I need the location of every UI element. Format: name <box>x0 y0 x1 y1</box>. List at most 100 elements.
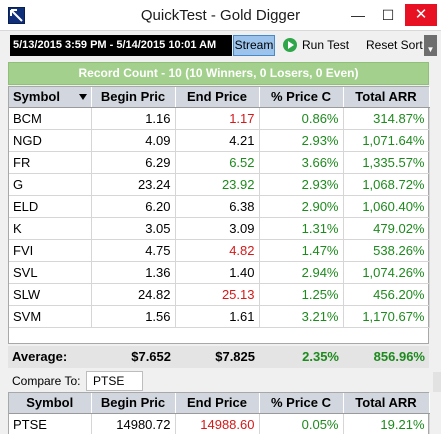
symbol-cell: SVM <box>9 305 92 328</box>
play-icon <box>283 38 297 52</box>
close-button[interactable]: ✕ <box>405 4 437 26</box>
benchmark-header-end-price[interactable]: End Price <box>175 393 260 414</box>
minimize-button[interactable]: — <box>351 7 365 23</box>
symbol-cell: ELD <box>9 195 92 218</box>
end-price-cell: 4.82 <box>175 239 260 262</box>
toolbar: 5/13/2015 3:59 PM - 5/14/2015 10:01 AM S… <box>0 31 441 59</box>
window-title: QuickTest - Gold Digger <box>140 7 301 24</box>
total-arr-cell: 1,074.26% <box>343 261 430 284</box>
results-table: Symbol Begin Pric End Price % Price C To… <box>9 87 430 328</box>
total-arr-cell: 479.02% <box>343 217 430 240</box>
compare-label: Compare To: <box>12 374 81 388</box>
average-total-arr: 856.96% <box>373 349 425 364</box>
begin-price-cell: 1.36 <box>91 261 176 284</box>
total-arr-cell: 1,068.72% <box>343 173 430 196</box>
end-price-cell: 3.09 <box>175 217 260 240</box>
benchmark-symbol: PTSE <box>9 413 92 434</box>
symbol-cell: FR <box>9 151 92 174</box>
table-row[interactable]: FVI 4.75 4.82 1.47% 538.26% <box>9 239 430 262</box>
end-price-cell: 25.13 <box>175 283 260 306</box>
sort-descending-icon[interactable] <box>78 94 87 100</box>
begin-price-cell: 1.56 <box>91 305 176 328</box>
pct-change-cell: 3.66% <box>259 151 344 174</box>
total-arr-cell: 538.26% <box>343 239 430 262</box>
reset-sort-button[interactable]: Reset Sort <box>366 38 423 52</box>
pct-change-cell: 2.93% <box>259 129 344 152</box>
date-range-selector[interactable]: 5/13/2015 3:59 PM - 5/14/2015 10:01 AM <box>10 35 232 56</box>
average-label: Average: <box>12 349 68 364</box>
run-test-label: Run Test <box>302 38 350 52</box>
toolbar-overflow-button[interactable]: ▼ <box>424 35 437 56</box>
column-header-total-arr[interactable]: Total ARR <box>343 87 430 108</box>
table-row[interactable]: FR 6.29 6.52 3.66% 1,335.57% <box>9 151 430 174</box>
header-row: Symbol Begin Pric End Price % Price C To… <box>9 87 430 108</box>
app-logo-icon <box>8 7 25 24</box>
symbol-cell: FVI <box>9 239 92 262</box>
total-arr-cell: 314.87% <box>343 107 430 130</box>
begin-price-cell: 1.16 <box>91 107 176 130</box>
total-arr-cell: 1,060.40% <box>343 195 430 218</box>
end-price-cell: 1.40 <box>175 261 260 284</box>
column-header-begin-price[interactable]: Begin Pric <box>91 87 176 108</box>
table-row[interactable]: BCM 1.16 1.17 0.86% 314.87% <box>9 107 430 130</box>
stream-button[interactable]: Stream <box>233 35 275 56</box>
begin-price-cell: 3.05 <box>91 217 176 240</box>
end-price-cell: 23.92 <box>175 173 260 196</box>
column-header-symbol-label: Symbol <box>13 89 60 105</box>
table-row[interactable]: SVM 1.56 1.61 3.21% 1,170.67% <box>9 305 430 328</box>
benchmark-grid: Symbol Begin Pric End Price % Price C To… <box>8 392 430 434</box>
symbol-cell: BCM <box>9 107 92 130</box>
begin-price-cell: 23.24 <box>91 173 176 196</box>
benchmark-header-row: Symbol Begin Pric End Price % Price C To… <box>9 393 430 414</box>
benchmark-header-total-arr[interactable]: Total ARR <box>343 393 430 414</box>
benchmark-pct-change: 0.05% <box>259 413 344 434</box>
compare-row: Compare To: <box>8 370 429 392</box>
begin-price-cell: 24.82 <box>91 283 176 306</box>
average-begin-price: $7.652 <box>131 349 171 364</box>
pct-change-cell: 2.94% <box>259 261 344 284</box>
begin-price-cell: 4.75 <box>91 239 176 262</box>
average-pct-change: 2.35% <box>302 349 339 364</box>
benchmark-row[interactable]: PTSE 14980.72 14988.60 0.05% 19.21% <box>9 413 430 434</box>
benchmark-end-price: 14988.60 <box>175 413 260 434</box>
pct-change-cell: 2.90% <box>259 195 344 218</box>
total-arr-cell: 1,170.67% <box>343 305 430 328</box>
scroll-handle[interactable] <box>433 372 441 392</box>
end-price-cell: 1.17 <box>175 107 260 130</box>
begin-price-cell: 6.29 <box>91 151 176 174</box>
total-arr-cell: 1,071.64% <box>343 129 430 152</box>
table-row[interactable]: NGD 4.09 4.21 2.93% 1,071.64% <box>9 129 430 152</box>
column-header-pct-price-change[interactable]: % Price C <box>259 87 344 108</box>
end-price-cell: 4.21 <box>175 129 260 152</box>
table-row[interactable]: G 23.24 23.92 2.93% 1,068.72% <box>9 173 430 196</box>
average-row: Average: $7.652 $7.825 2.35% 856.96% <box>8 346 429 368</box>
total-arr-cell: 456.20% <box>343 283 430 306</box>
title-bar: QuickTest - Gold Digger — ☐ ✕ <box>0 0 441 31</box>
symbol-cell: NGD <box>9 129 92 152</box>
record-count-banner: Record Count - 10 (10 Winners, 0 Losers,… <box>8 62 429 85</box>
average-end-price: $7.825 <box>215 349 255 364</box>
benchmark-header-begin-price[interactable]: Begin Pric <box>91 393 176 414</box>
column-header-end-price[interactable]: End Price <box>175 87 260 108</box>
maximize-button[interactable]: ☐ <box>381 7 395 23</box>
begin-price-cell: 6.20 <box>91 195 176 218</box>
begin-price-cell: 4.09 <box>91 129 176 152</box>
compare-input[interactable] <box>86 371 143 391</box>
end-price-cell: 6.52 <box>175 151 260 174</box>
table-row[interactable]: SLW 24.82 25.13 1.25% 456.20% <box>9 283 430 306</box>
table-row[interactable]: K 3.05 3.09 1.31% 479.02% <box>9 217 430 240</box>
benchmark-header-symbol[interactable]: Symbol <box>9 393 92 414</box>
symbol-cell: G <box>9 173 92 196</box>
total-arr-cell: 1,335.57% <box>343 151 430 174</box>
benchmark-header-pct-price-change[interactable]: % Price C <box>259 393 344 414</box>
benchmark-table: Symbol Begin Pric End Price % Price C To… <box>9 393 430 434</box>
end-price-cell: 6.38 <box>175 195 260 218</box>
results-grid: Symbol Begin Pric End Price % Price C To… <box>8 86 430 344</box>
run-test-button[interactable]: Run Test <box>283 35 359 56</box>
pct-change-cell: 2.93% <box>259 173 344 196</box>
table-row[interactable]: SVL 1.36 1.40 2.94% 1,074.26% <box>9 261 430 284</box>
pct-change-cell: 3.21% <box>259 305 344 328</box>
column-header-symbol[interactable]: Symbol <box>9 87 92 108</box>
table-row[interactable]: ELD 6.20 6.38 2.90% 1,060.40% <box>9 195 430 218</box>
end-price-cell: 1.61 <box>175 305 260 328</box>
